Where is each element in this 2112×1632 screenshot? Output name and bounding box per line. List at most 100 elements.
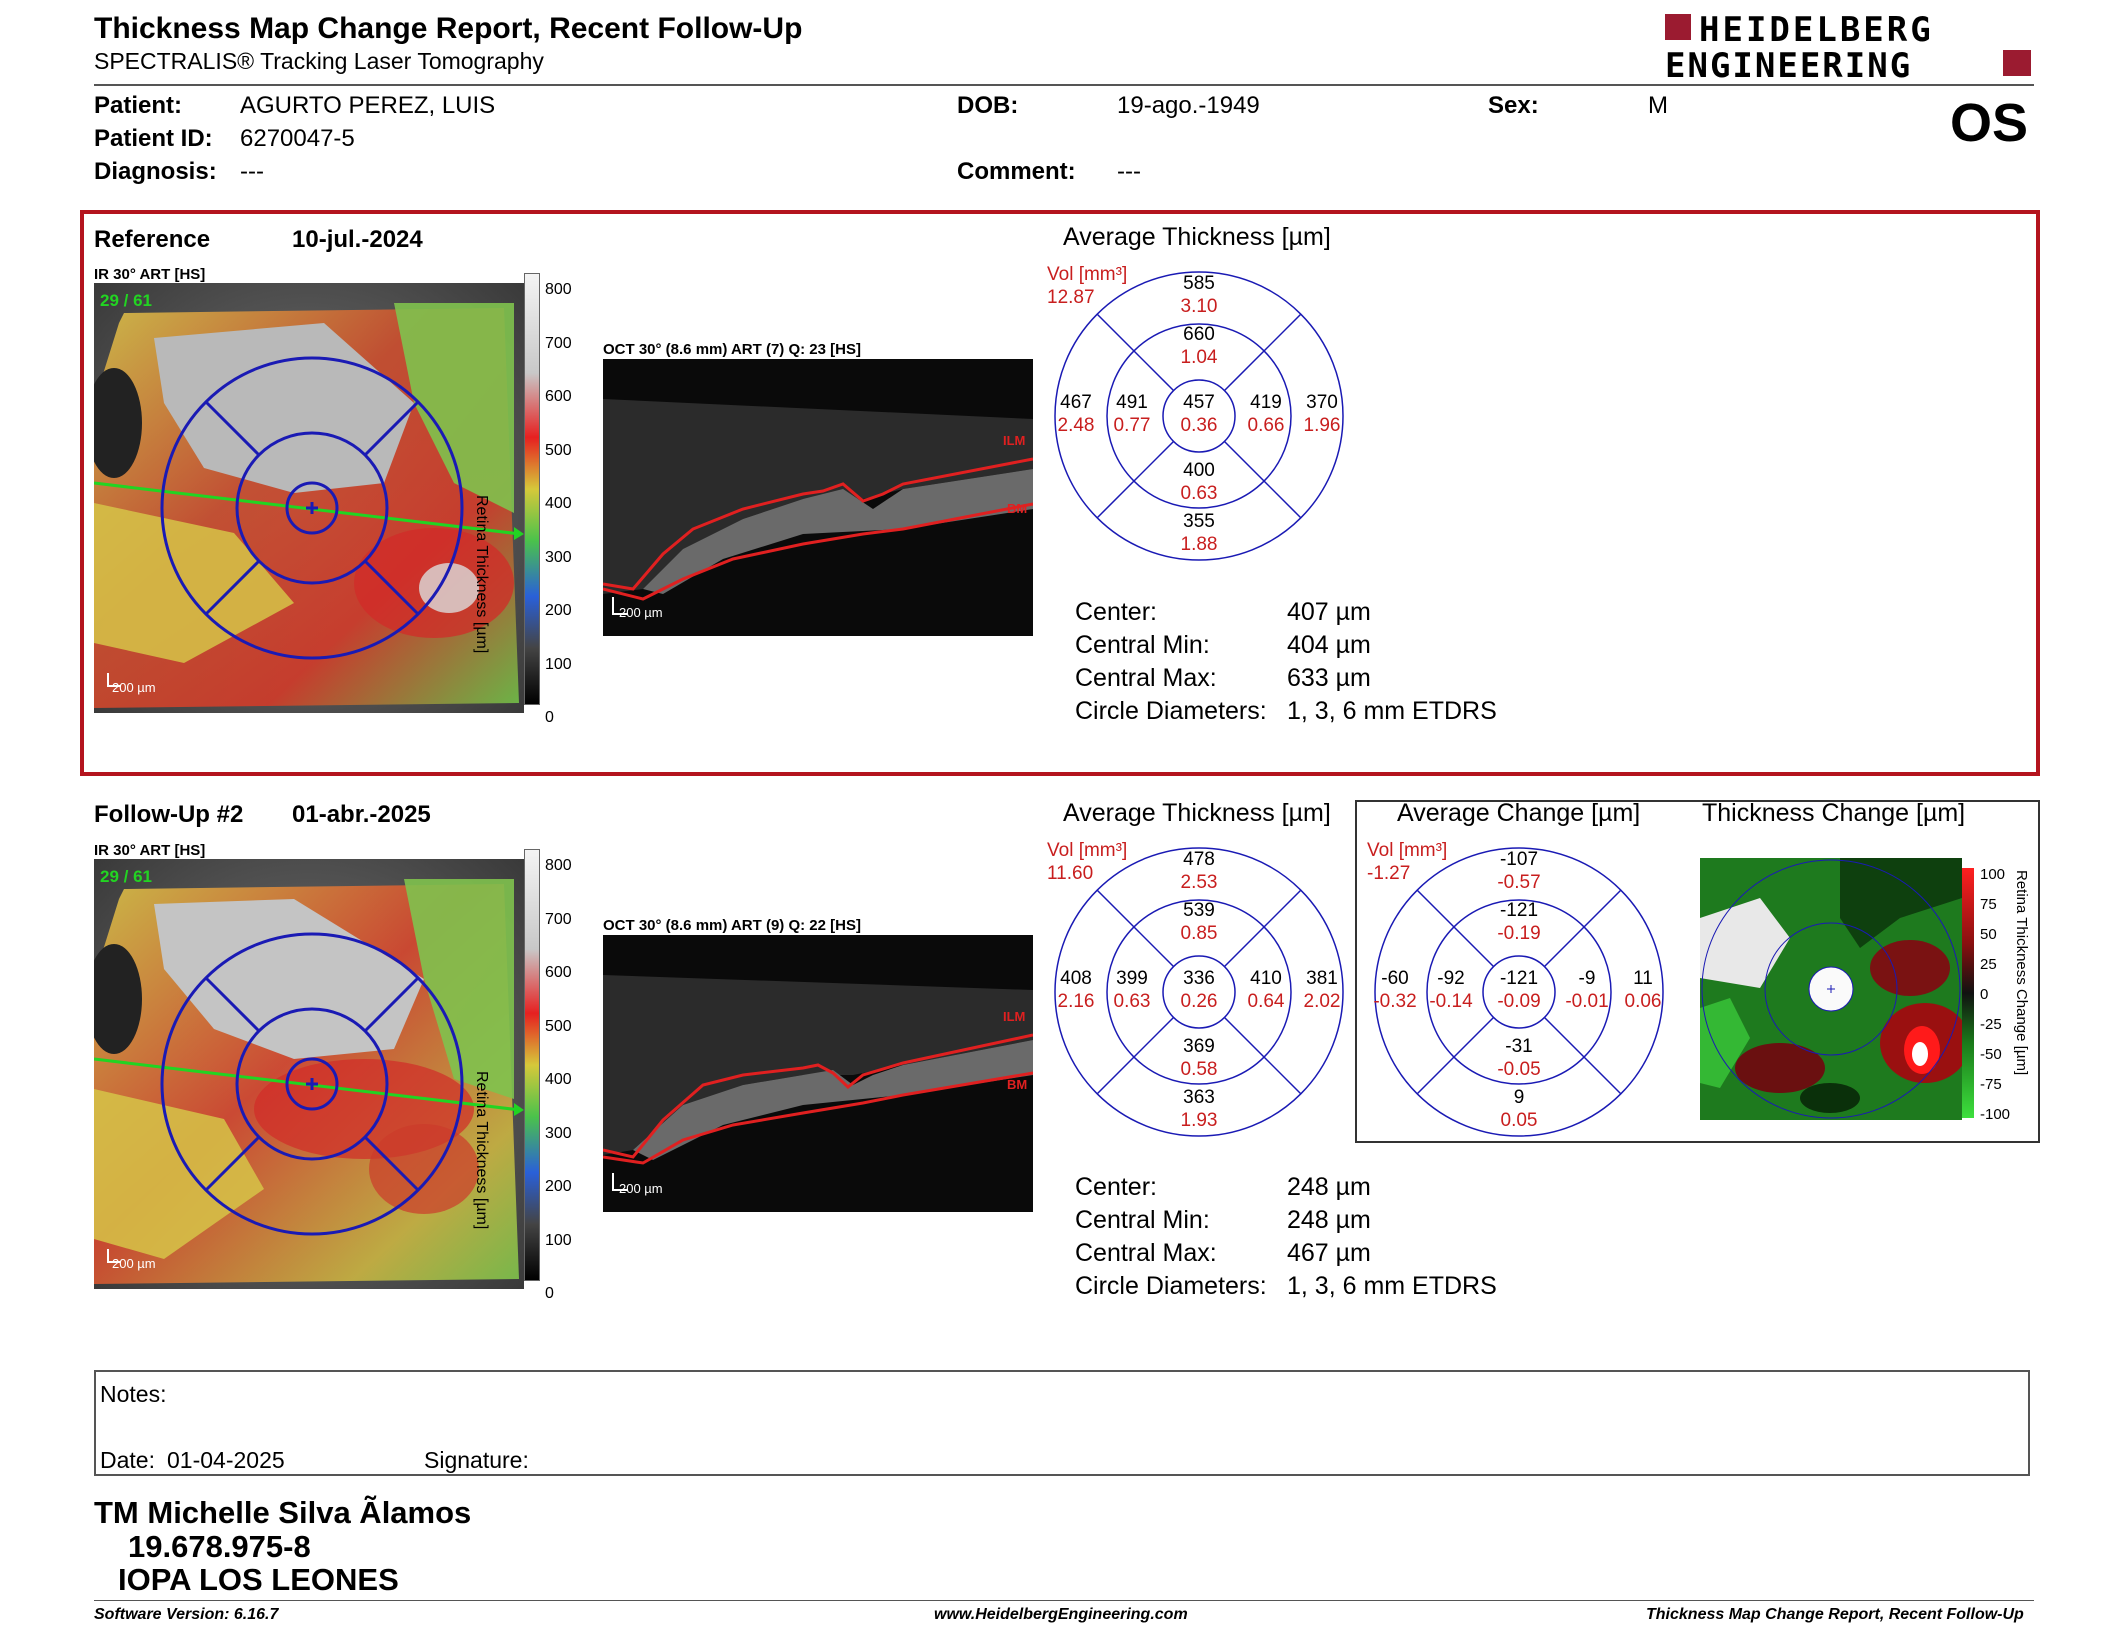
- stat-row: Circle Diameters: 1, 3, 6 mm ETDRS: [1075, 695, 1497, 728]
- etdrs-thickness: 457: [1183, 392, 1215, 413]
- etdrs-volume-change: -0.32: [1373, 991, 1417, 1012]
- logo-text-2: ENGINEERING: [1665, 46, 1913, 86]
- etdrs-volume-change: -0.57: [1497, 872, 1541, 893]
- etdrs-thickness: 400: [1183, 460, 1215, 481]
- notes-box: [94, 1370, 2030, 1476]
- etdrs-volume: 0.58: [1180, 1059, 1218, 1080]
- eye-indicator: OS: [1950, 93, 2029, 153]
- etdrs-change: -107: [1499, 849, 1539, 870]
- etdrs-thickness: 355: [1183, 511, 1215, 532]
- reference-fundus-image: 29 / 61 200 µm: [94, 283, 524, 713]
- etdrs-center: 336 0.26: [1176, 967, 1222, 1013]
- etdrs-change: -31: [1505, 1036, 1533, 1057]
- etdrs-volume: 1.93: [1180, 1110, 1218, 1131]
- scale-tick: 200: [545, 602, 572, 619]
- scale-tick: 0: [545, 1285, 554, 1302]
- reference-scale-label: Retina Thickness [µm]: [473, 495, 490, 654]
- reference-oct-scalebar: 200 µm: [619, 605, 663, 620]
- etdrs-thickness: 491: [1116, 392, 1148, 413]
- stat-label: Central Max:: [1075, 1239, 1217, 1267]
- reference-etdrs-title: Average Thickness [µm]: [1063, 223, 1331, 251]
- change-etdrs-grid: -107 -0.57 -121 -0.19 -60 -0.32 -92 -0.14 -1…: [1373, 846, 1665, 1138]
- stat-label: Circle Diameters:: [1075, 697, 1267, 725]
- followup-scale-label: Retina Thickness [µm]: [473, 1071, 490, 1230]
- date-value: 01-04-2025: [167, 1447, 285, 1473]
- patient-value: AGURTO PEREZ, LUIS: [240, 92, 496, 119]
- followup-fundus-scalebar: 200 µm: [112, 1256, 156, 1271]
- etdrs-volume: 1.04: [1180, 347, 1218, 368]
- etdrs-sup-outer: 585 3.10: [1176, 272, 1222, 318]
- followup-date: 01-abr.-2025: [292, 801, 431, 828]
- signer-name: TM Michelle Silva Ãlamos: [94, 1495, 472, 1530]
- reference-fundus-scalebar: 200 µm: [112, 680, 156, 695]
- etdrs-volume-change: -0.14: [1429, 991, 1473, 1012]
- etdrs-nas-inner: 419 0.66: [1243, 391, 1289, 437]
- etdrs-volume: 1.96: [1303, 415, 1341, 436]
- stat-label: Central Min:: [1075, 631, 1210, 659]
- scale-tick: 0: [545, 709, 554, 726]
- followup-oct-scalebar: 200 µm: [619, 1181, 663, 1196]
- scale-tick: 700: [545, 910, 572, 928]
- logo-text-1: HEIDELBERG: [1699, 10, 1934, 50]
- followup-fundus-image: 29 / 61 200 µm: [94, 859, 524, 1289]
- etdrs-thickness: 363: [1183, 1087, 1215, 1108]
- notes-label: Notes:: [100, 1381, 167, 1407]
- reference-date: 10-jul.-2024: [292, 226, 423, 253]
- etdrs-temp-inner: 399 0.63: [1109, 967, 1155, 1013]
- followup-ir-counter: 29 / 61: [100, 867, 152, 886]
- stat-row: Central Min: 248 µm: [1075, 1204, 1497, 1237]
- etdrs-volume: 2.48: [1057, 415, 1095, 436]
- etdrs-volume-change: 0.05: [1500, 1110, 1538, 1131]
- etdrs-sup-inner: 539 0.85: [1176, 899, 1222, 945]
- diagnosis-value: ---: [240, 158, 264, 185]
- etdrs-nas-inner: -9 -0.01: [1559, 967, 1615, 1013]
- scale-tick: 300: [545, 1124, 572, 1142]
- stat-label: Central Max:: [1075, 664, 1217, 692]
- software-version: Software Version: 6.16.7: [94, 1606, 279, 1623]
- followup-stats: Center: 248 µm Central Min: 248 µm Central…: [1075, 1171, 1497, 1303]
- stat-value: 633 µm: [1287, 664, 1371, 692]
- comment-value: ---: [1117, 158, 1141, 185]
- date-label: Date:: [100, 1447, 155, 1473]
- stat-value: 467 µm: [1287, 1239, 1371, 1267]
- etdrs-volume: 0.64: [1247, 991, 1285, 1012]
- etdrs-thickness: 467: [1060, 392, 1092, 413]
- stat-value: 1, 3, 6 mm ETDRS: [1287, 1272, 1497, 1300]
- stat-row: Center: 407 µm: [1075, 596, 1497, 629]
- etdrs-thickness: 539: [1183, 900, 1215, 921]
- etdrs-temp-outer: -60 -0.32: [1367, 967, 1423, 1013]
- etdrs-sup-outer: -107 -0.57: [1491, 848, 1547, 894]
- footer-website[interactable]: www.HeidelbergEngineering.com: [934, 1606, 1188, 1623]
- followup-vol-label: Vol [mm³]: [1047, 840, 1128, 861]
- footer-divider: [94, 1600, 2034, 1601]
- comment-label: Comment:: [957, 158, 1076, 185]
- etdrs-thickness: 336: [1183, 968, 1215, 989]
- signer-org: IOPA LOS LEONES: [118, 1562, 399, 1597]
- stat-label: Central Min:: [1075, 1206, 1210, 1234]
- reference-ir-label: IR 30° ART [HS]: [94, 266, 206, 283]
- etdrs-volume: 0.26: [1180, 991, 1218, 1012]
- signer-rut: 19.678.975-8: [128, 1529, 311, 1564]
- followup-oct-label: OCT 30° (8.6 mm) ART (9) Q: 22 [HS]: [603, 917, 861, 934]
- etdrs-sup-outer: 478 2.53: [1176, 848, 1222, 894]
- scale-tick: -100: [1980, 1106, 2011, 1123]
- etdrs-volume: 0.77: [1113, 415, 1151, 436]
- reference-oct-label: OCT 30° (8.6 mm) ART (7) Q: 23 [HS]: [603, 341, 861, 358]
- scale-tick: 100: [545, 1231, 572, 1249]
- heidelberg-logo: HEIDELBERG ENGINEERING: [1665, 10, 2035, 86]
- stat-value: 404 µm: [1287, 631, 1371, 659]
- sex-value: M: [1648, 92, 1668, 119]
- etdrs-thickness: 370: [1306, 392, 1338, 413]
- change-scale-ticks: 100 75 50 25 0 -25 -50 -75 -100: [1980, 860, 2010, 1130]
- etdrs-temp-inner: 491 0.77: [1109, 391, 1155, 437]
- change-panel: [1355, 800, 2040, 1143]
- etdrs-inf-inner: 369 0.58: [1176, 1035, 1222, 1081]
- logo-square-bottom: [2003, 50, 2031, 76]
- etdrs-change: -9: [1578, 968, 1596, 989]
- etdrs-thickness: 381: [1306, 968, 1338, 989]
- etdrs-volume: 0.63: [1180, 483, 1218, 504]
- etdrs-volume-change: 0.06: [1624, 991, 1662, 1012]
- stat-value: 248 µm: [1287, 1206, 1371, 1234]
- signature-label: Signature:: [424, 1447, 529, 1473]
- scale-tick: -25: [1980, 1016, 2002, 1033]
